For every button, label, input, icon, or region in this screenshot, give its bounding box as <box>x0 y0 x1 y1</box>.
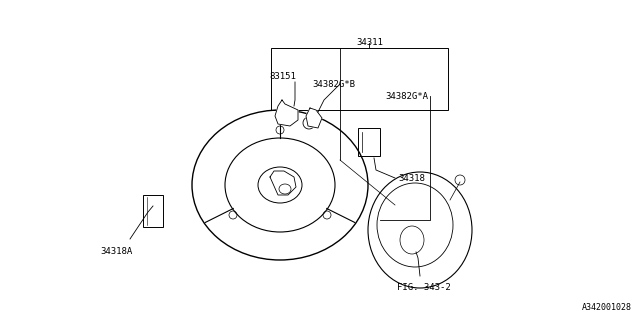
Bar <box>271 48 448 110</box>
Polygon shape <box>306 108 322 128</box>
Text: 34318: 34318 <box>398 174 425 183</box>
Bar <box>358 128 380 156</box>
Text: 34382G*B: 34382G*B <box>312 80 355 89</box>
Bar <box>143 195 163 227</box>
Text: 34311: 34311 <box>356 38 383 47</box>
Text: 34382G*A: 34382G*A <box>385 92 428 101</box>
Text: 34318A: 34318A <box>100 247 132 256</box>
Text: A342001028: A342001028 <box>582 303 632 312</box>
Text: 83151: 83151 <box>269 72 296 81</box>
Polygon shape <box>275 100 298 126</box>
Text: FIG. 343-2: FIG. 343-2 <box>397 283 451 292</box>
